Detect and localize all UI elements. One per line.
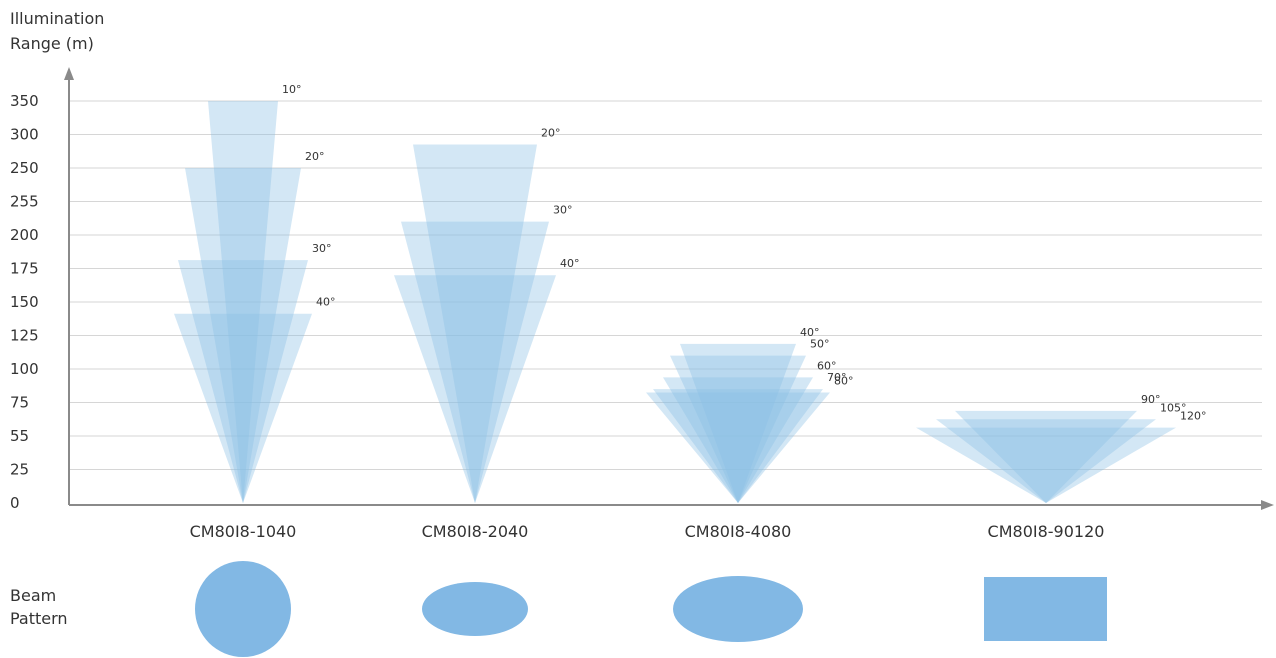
y-tick-label: 100	[10, 360, 39, 378]
y-tick-label: 75	[10, 394, 29, 412]
beam-cone	[663, 377, 813, 503]
beam-cone	[680, 343, 796, 503]
beam-angle-labels: 10°20°30°40°20°30°40°40°50°60°70°80°90°1…	[282, 83, 1207, 423]
beam-angle-label: 105°	[1160, 401, 1187, 414]
beam-angle-label: 20°	[541, 127, 561, 140]
beam-pattern-label-line-1: Beam	[10, 586, 56, 605]
y-tick-label: 250	[10, 159, 39, 177]
y-tick-label: 55	[10, 427, 29, 445]
beam-angle-label: 60°	[817, 359, 837, 372]
y-tick-label: 255	[10, 193, 39, 211]
y-tick-label: 125	[10, 327, 39, 345]
beam-cone	[916, 427, 1176, 503]
beam-cone	[174, 313, 312, 503]
beam-angle-label: 40°	[560, 257, 580, 270]
grid-lines	[69, 100, 1262, 470]
beam-pattern-circle	[195, 561, 291, 657]
beam-cone	[936, 419, 1156, 503]
x-axis-arrow	[1261, 500, 1274, 510]
model-label: CM80I8-4080	[685, 522, 792, 541]
beam-cone	[401, 221, 549, 503]
beam-angle-label: 80°	[834, 374, 854, 387]
y-tick-label: 300	[10, 126, 39, 144]
beam-cone	[185, 168, 301, 503]
model-label: CM80I8-90120	[988, 522, 1105, 541]
beam-patterns	[195, 561, 1107, 657]
beam-pattern-rectangle	[984, 577, 1107, 641]
model-labels: CM80I8-1040 CM80I8-2040 CM80I8-4080 CM80I8-…	[190, 522, 1105, 541]
beam-cone	[413, 144, 537, 504]
model-label: CM80I8-1040	[190, 522, 297, 541]
beam-cone	[653, 389, 823, 503]
model-label: CM80I8-2040	[422, 522, 529, 541]
y-tick-labels: 0 25 55 75 100 125 150 175 200 255 250 300 350	[10, 92, 39, 512]
y-axis-title-line-2: Range (m)	[10, 34, 94, 53]
beam-angle-label: 30°	[312, 242, 332, 255]
beam-cone	[955, 410, 1137, 503]
beam-cone	[394, 275, 556, 503]
beam-angle-label: 10°	[282, 83, 302, 96]
y-tick-label: 350	[10, 92, 39, 110]
beam-angle-label: 70°	[827, 371, 847, 384]
beam-cone	[670, 355, 806, 503]
beam-cone	[646, 392, 830, 503]
beam-angle-label: 120°	[1180, 410, 1207, 423]
beam-pattern-ellipse	[422, 582, 528, 636]
y-axis-title-line-1: Illumination	[10, 9, 104, 28]
beam-angle-label: 50°	[810, 338, 830, 351]
beam-cones	[174, 101, 1176, 504]
beam-angle-label: 30°	[553, 204, 573, 217]
beam-pattern-label-line-2: Pattern	[10, 609, 68, 628]
beam-cone	[178, 260, 308, 503]
beam-cone	[208, 101, 278, 503]
beam-pattern-ellipse	[673, 576, 803, 642]
y-axis-arrow	[64, 67, 74, 80]
axes	[64, 67, 1274, 510]
y-tick-label: 25	[10, 461, 29, 479]
y-tick-label: 150	[10, 293, 39, 311]
beam-angle-label: 20°	[305, 150, 325, 163]
beam-angle-label: 40°	[800, 326, 820, 339]
beam-angle-label: 90°	[1141, 393, 1161, 406]
beam-angle-label: 40°	[316, 296, 336, 309]
y-tick-label: 175	[10, 260, 39, 278]
y-tick-label: 0	[10, 494, 20, 512]
y-tick-label: 200	[10, 226, 39, 244]
